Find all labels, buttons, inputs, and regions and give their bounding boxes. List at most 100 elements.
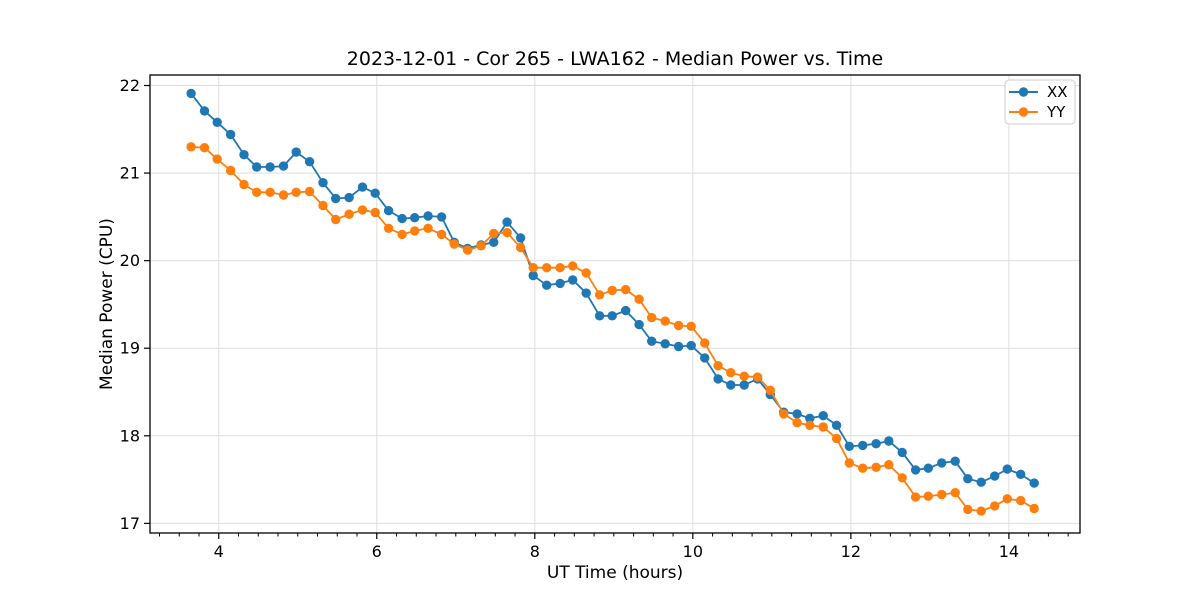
data-point-xx: [726, 380, 736, 390]
data-point-yy: [713, 361, 723, 371]
data-point-xx: [660, 339, 670, 349]
data-point-yy: [818, 422, 828, 432]
data-point-yy: [844, 458, 854, 468]
data-point-xx: [265, 162, 275, 172]
data-point-yy: [950, 488, 960, 498]
data-point-xx: [686, 340, 696, 351]
y-tick-label: 18: [120, 426, 140, 445]
data-point-yy: [765, 385, 775, 395]
x-tick-label: 10: [683, 542, 703, 561]
data-point-xx: [542, 280, 552, 290]
data-point-xx: [304, 157, 315, 167]
data-point-yy: [502, 227, 512, 238]
data-point-xx: [805, 413, 815, 423]
data-point-xx: [239, 150, 249, 160]
data-point-yy: [370, 207, 380, 218]
data-point-yy: [278, 190, 289, 200]
data-point-xx: [607, 311, 617, 321]
data-point-xx: [739, 380, 749, 390]
legend-label-yy: YY: [1046, 103, 1066, 121]
data-point-yy: [660, 316, 670, 326]
data-point-yy: [897, 473, 907, 483]
data-point-xx: [884, 436, 894, 446]
data-point-yy: [884, 460, 894, 470]
data-point-yy: [462, 245, 473, 255]
data-point-yy: [397, 229, 407, 240]
data-point-xx: [831, 420, 842, 430]
legend-marker-xx-icon: [1018, 87, 1029, 97]
data-point-yy: [594, 290, 605, 300]
data-point-xx: [528, 270, 538, 281]
legend-marker-yy-icon: [1018, 107, 1029, 117]
data-point-yy: [792, 418, 802, 428]
data-point-yy: [383, 223, 394, 233]
data-point-xx: [963, 474, 973, 484]
data-point-xx: [515, 233, 526, 243]
data-point-xx: [331, 193, 341, 204]
data-point-xx: [581, 288, 591, 298]
data-point-yy: [555, 263, 565, 273]
data-point-yy: [910, 492, 921, 502]
plot-border: [149, 74, 1081, 534]
data-point-xx: [278, 161, 289, 171]
data-point-yy: [1029, 503, 1039, 514]
data-point-xx: [291, 147, 301, 157]
grid-layer: [150, 75, 1080, 533]
data-point-yy: [726, 368, 736, 378]
data-point-xx: [621, 305, 631, 316]
data-point-yy: [489, 228, 499, 239]
data-point-yy: [357, 205, 368, 215]
data-point-yy: [528, 263, 538, 273]
data-point-xx: [397, 213, 407, 224]
data-point-yy: [331, 214, 341, 225]
axis-layer: 4 6 8 10 12 14 17 18 19 20 21 22: [120, 76, 1069, 561]
data-point-yy: [449, 239, 459, 249]
data-point-yy: [318, 200, 328, 211]
data-point-yy: [186, 142, 196, 152]
data-point-xx: [990, 471, 1000, 481]
data-point-xx: [502, 217, 512, 227]
data-point-yy: [779, 409, 789, 419]
x-tick-label: 8: [530, 542, 540, 561]
data-point-yy: [739, 371, 749, 381]
legend-label-xx: XX: [1047, 83, 1068, 101]
data-point-xx: [673, 341, 684, 352]
data-point-xx: [568, 275, 578, 285]
y-tick-label: 20: [120, 251, 140, 270]
data-point-yy: [752, 372, 763, 382]
data-point-xx: [594, 311, 605, 321]
data-point-xx: [792, 409, 802, 419]
data-point-yy: [542, 263, 552, 273]
data-point-yy: [858, 463, 868, 473]
data-point-xx: [858, 440, 868, 451]
data-point-xx: [1016, 469, 1026, 479]
data-point-yy: [252, 187, 262, 197]
data-point-yy: [344, 209, 354, 219]
data-point-yy: [621, 284, 631, 295]
legend-item-xx: XX: [1009, 83, 1068, 101]
data-point-xx: [252, 162, 262, 172]
data-point-xx: [436, 212, 447, 222]
series-line-yy: [191, 145, 1035, 513]
x-tick-label: 12: [841, 542, 861, 561]
data-point-xx: [344, 192, 354, 203]
data-point-xx: [383, 206, 394, 216]
data-point-yy: [225, 165, 236, 176]
data-point-yy: [647, 312, 657, 323]
data-point-xx: [410, 213, 420, 223]
data-point-xx: [489, 237, 499, 247]
data-point-yy: [265, 187, 275, 197]
data-point-yy: [937, 489, 947, 500]
data-point-xx: [976, 477, 986, 487]
data-point-xx: [212, 117, 222, 128]
data-point-yy: [515, 242, 526, 253]
series-layer: [186, 88, 1039, 516]
data-point-yy: [304, 186, 315, 197]
x-tick-label: 6: [372, 542, 382, 561]
x-axis-label: UT Time (hours): [547, 563, 683, 583]
data-point-yy: [1002, 494, 1012, 504]
data-point-xx: [937, 458, 947, 468]
data-point-yy: [831, 433, 842, 444]
data-point-yy: [423, 223, 433, 233]
